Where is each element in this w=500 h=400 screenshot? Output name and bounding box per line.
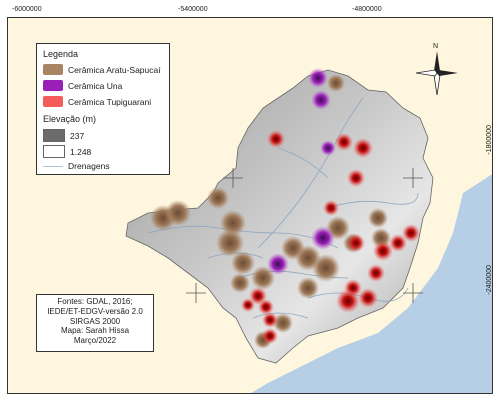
- site-aratu: [273, 313, 293, 333]
- graticule: [186, 168, 423, 303]
- credits-line-standard: IEDE/ET-EDGV-versão 2.0: [47, 306, 143, 316]
- site-aratu: [312, 254, 340, 282]
- site-tupi: [335, 133, 353, 151]
- elevation-high-label: 1.248: [70, 146, 92, 157]
- coord-right-2: -2400000: [486, 265, 493, 295]
- legend-elevation-low: 237: [43, 129, 84, 142]
- credits-line-date: Março/2022: [73, 336, 117, 346]
- site-tupi: [358, 288, 378, 308]
- drainage-label: Drenagens: [68, 161, 110, 171]
- site-aratu: [327, 74, 345, 92]
- site-tupi: [367, 264, 385, 282]
- site-aratu: [231, 251, 255, 275]
- legend-label-una: Cerâmica Una: [68, 80, 123, 91]
- site-una: [311, 90, 331, 110]
- legend-elevation-high: 1.248: [43, 145, 91, 158]
- swatch-elevation-high: [43, 145, 65, 158]
- legend-item-tupi: Cerâmica Tupiguarani: [43, 96, 151, 107]
- swatch-aratu: [43, 64, 63, 75]
- site-una: [311, 226, 335, 250]
- site-una: [320, 140, 336, 156]
- swatch-una: [43, 80, 63, 91]
- site-tupi: [389, 234, 407, 252]
- site-tupi: [347, 169, 365, 187]
- elevation-low-label: 237: [70, 130, 85, 141]
- compass-rose-icon: [416, 51, 458, 95]
- legend-item-una: Cerâmica Una: [43, 80, 122, 91]
- north-label: N: [433, 43, 439, 50]
- site-tupi: [353, 138, 373, 158]
- site-aratu: [230, 273, 250, 293]
- site-tupi: [262, 328, 278, 344]
- site-una: [308, 68, 328, 88]
- site-aratu: [165, 200, 191, 226]
- site-tupi: [336, 289, 360, 313]
- credits-line-datum: SIRGAS 2000: [69, 316, 121, 326]
- site-tupi: [258, 299, 274, 315]
- credits-box: Fontes: GDAL, 2016; IEDE/ET-EDGV-versão …: [36, 294, 154, 352]
- coord-top-3: -4800000: [352, 6, 382, 13]
- legend: Legenda Cerâmica Aratu-Sapucaí Cerâmica …: [36, 43, 170, 175]
- credits-line-sources: Fontes: GDAL, 2016;: [57, 297, 133, 306]
- site-tupi: [241, 298, 255, 312]
- coord-top-1: -6000000: [12, 6, 42, 13]
- sites-una: [267, 68, 336, 275]
- site-tupi: [347, 234, 365, 252]
- swatch-elevation-low: [43, 129, 65, 142]
- legend-label-aratu: Cerâmica Aratu-Sapucaí: [68, 64, 161, 75]
- legend-label-tupi: Cerâmica Tupiguarani: [68, 96, 152, 107]
- site-aratu: [251, 266, 275, 290]
- site-tupi: [323, 200, 339, 216]
- north-arrow: N: [416, 43, 458, 95]
- site-tupi: [373, 241, 393, 261]
- swatch-tupi: [43, 96, 63, 107]
- legend-drainage: Drenagens: [43, 161, 110, 171]
- site-tupi: [402, 224, 420, 242]
- site-tupi: [262, 312, 278, 328]
- site-aratu: [297, 277, 319, 299]
- coord-right-1: -1800000: [486, 125, 493, 155]
- site-aratu: [216, 229, 244, 257]
- site-una: [267, 253, 289, 275]
- legend-item-aratu: Cerâmica Aratu-Sapucaí: [43, 64, 161, 75]
- credits-line-author: Mapa: Sarah Hissa: [60, 326, 130, 336]
- coord-top-2: -5400000: [178, 6, 208, 13]
- elevation-title: Elevação (m): [43, 114, 97, 124]
- swatch-drainage: [43, 165, 63, 167]
- site-aratu: [207, 187, 229, 209]
- legend-title: Legenda: [43, 49, 79, 59]
- site-aratu: [368, 208, 388, 228]
- site-tupi: [267, 130, 285, 148]
- sites-tupiguarani: [241, 130, 420, 344]
